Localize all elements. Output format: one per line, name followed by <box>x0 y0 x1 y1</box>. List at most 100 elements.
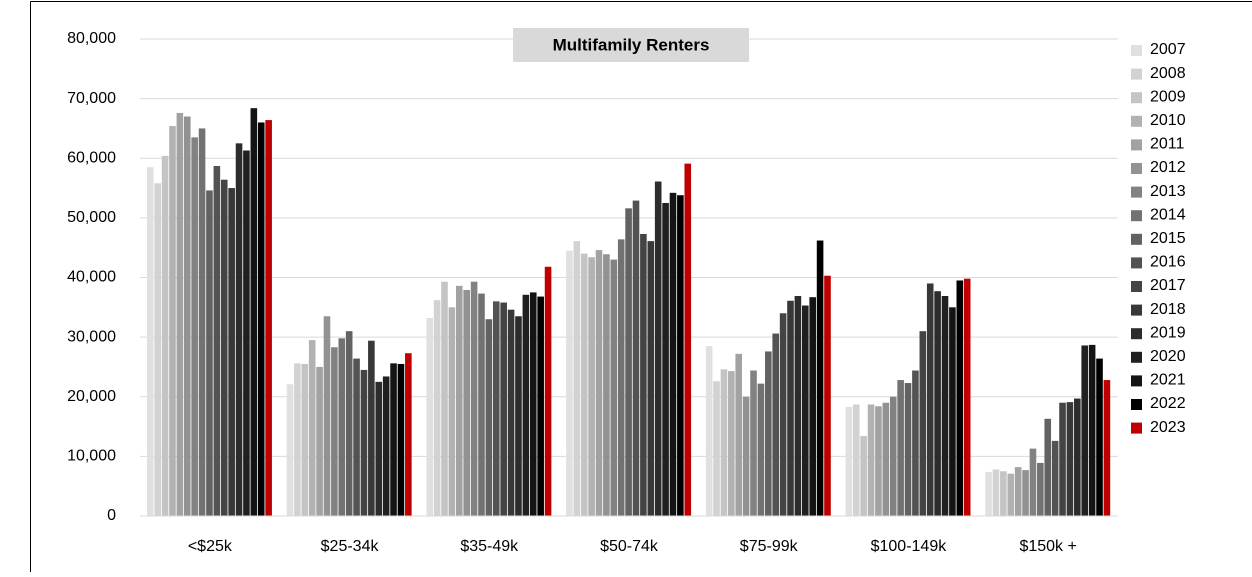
legend-swatch <box>1131 233 1142 245</box>
bar <box>1103 380 1111 516</box>
bar <box>161 155 169 517</box>
x-tick-label: $35-49k <box>460 538 519 555</box>
x-tick-label: <$25k <box>188 538 233 555</box>
y-tick-label: 50,000 <box>67 209 116 226</box>
bar <box>1007 473 1015 516</box>
legend-label: 2019 <box>1150 324 1186 341</box>
title-box <box>513 28 749 62</box>
bar <box>492 301 500 516</box>
bar <box>1066 402 1074 516</box>
bar <box>544 266 552 516</box>
legend-swatch <box>1131 139 1142 151</box>
y-tick-label: 20,000 <box>67 388 116 405</box>
bar <box>809 297 816 516</box>
legend-label: 2020 <box>1150 348 1186 365</box>
bar <box>463 290 470 516</box>
bar <box>470 281 478 516</box>
legend-label: 2010 <box>1150 112 1186 129</box>
bar <box>765 351 772 516</box>
bar <box>904 383 912 516</box>
bar <box>875 406 882 516</box>
legend-swatch <box>1131 45 1142 56</box>
legend-label: 2012 <box>1150 159 1186 176</box>
bar <box>515 316 522 516</box>
y-tick-label: 10,000 <box>67 448 116 465</box>
bar <box>405 353 412 516</box>
bar <box>191 137 198 516</box>
y-tick-label: 70,000 <box>67 90 116 107</box>
bar <box>919 331 927 516</box>
bar <box>779 313 787 516</box>
bar <box>588 257 595 516</box>
bar <box>390 363 397 516</box>
bar <box>1081 345 1089 516</box>
bar <box>677 195 684 516</box>
legend-label: 2013 <box>1150 183 1186 200</box>
bar <box>705 346 713 516</box>
bar <box>654 181 662 516</box>
bar <box>757 383 765 516</box>
legend-label: 2014 <box>1150 206 1186 223</box>
y-tick-label: 30,000 <box>67 328 116 345</box>
legend-label: 2023 <box>1150 419 1186 436</box>
bar <box>353 358 360 516</box>
bar <box>897 380 904 516</box>
bar <box>397 363 405 516</box>
bar <box>941 295 949 516</box>
bar <box>301 363 309 516</box>
bar <box>963 278 971 516</box>
bar <box>206 190 213 516</box>
bar <box>713 381 720 516</box>
legend-swatch <box>1131 115 1142 127</box>
bar <box>816 240 824 516</box>
bar <box>198 128 206 516</box>
bar <box>1088 344 1096 516</box>
bar <box>640 233 647 516</box>
legend-label: 2021 <box>1150 372 1186 389</box>
bar <box>338 338 346 516</box>
bar <box>1051 440 1059 516</box>
bar <box>580 253 588 516</box>
x-tick-label: $150k + <box>1019 538 1076 555</box>
legend-swatch <box>1131 186 1142 198</box>
bar <box>684 163 692 516</box>
bar <box>801 305 809 516</box>
bar <box>867 404 875 516</box>
legend-label: 2008 <box>1150 65 1186 82</box>
legend-label: 2016 <box>1150 254 1186 271</box>
bars <box>146 108 1111 517</box>
bar <box>257 122 265 516</box>
bar <box>662 202 669 516</box>
legend-swatch <box>1131 281 1142 292</box>
bar <box>522 294 530 516</box>
bar <box>382 376 390 516</box>
bar <box>1022 470 1029 516</box>
bar <box>1096 358 1103 516</box>
legend-label: 2009 <box>1150 88 1186 105</box>
bar <box>441 281 448 516</box>
bar <box>478 293 485 516</box>
bar <box>507 309 515 516</box>
bar <box>852 404 860 516</box>
y-tick-label: 80,000 <box>67 30 116 47</box>
legend-label: 2022 <box>1150 395 1186 412</box>
x-tick-label: $100-149k <box>871 538 948 555</box>
bar <box>1014 467 1022 516</box>
bar <box>985 471 992 516</box>
bar <box>176 112 184 516</box>
bar <box>529 292 537 516</box>
x-tick-label: $75-99k <box>740 538 799 555</box>
bar <box>617 239 625 516</box>
legend-label: 2018 <box>1150 301 1186 318</box>
legend-swatch <box>1131 210 1142 222</box>
bar <box>720 369 728 516</box>
legend-swatch <box>1131 257 1142 269</box>
legend-swatch <box>1131 351 1142 363</box>
bar <box>220 179 228 516</box>
legend-swatch <box>1131 422 1142 434</box>
y-tick-label: 0 <box>107 507 116 524</box>
bar <box>154 183 161 517</box>
bar <box>286 384 294 516</box>
bar <box>742 396 750 516</box>
